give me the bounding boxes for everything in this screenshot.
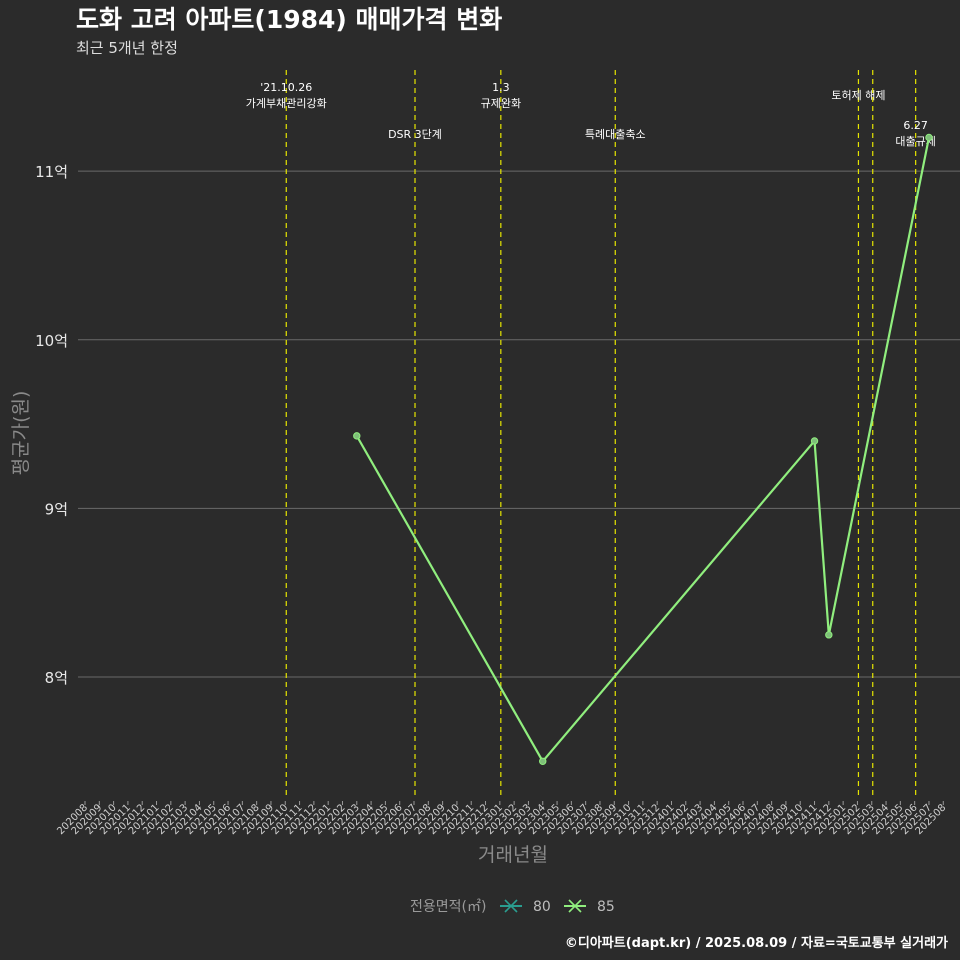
legend: 전용면적(㎡) 80 85 <box>410 899 615 915</box>
y-tick-label: 11억 <box>35 163 68 181</box>
y-gridlines <box>78 170 960 678</box>
legend-title: 전용면적(㎡) <box>410 899 486 915</box>
y-tick-label: 9억 <box>45 500 68 518</box>
data-point <box>539 757 547 765</box>
event-label: '21.10.26 <box>260 81 312 94</box>
chart-title: 도화 고려 아파트(1984) 매매가격 변화 <box>76 5 502 34</box>
event-label: 토허제 해제 <box>831 88 885 102</box>
data-point <box>353 432 361 440</box>
data-point <box>825 631 833 639</box>
event-label: 규제완화 <box>481 97 521 110</box>
x-axis-ticks: 2020082020092020102020112020122021012021… <box>55 801 948 837</box>
event-label: 1.3 <box>492 81 510 94</box>
legend-label: 85 <box>597 899 615 915</box>
y-axis-title: 평균가(원) <box>10 391 32 476</box>
y-tick-label: 8억 <box>45 669 68 687</box>
event-label: 6.27 <box>903 119 928 132</box>
series-line-85 <box>355 137 931 763</box>
data-point <box>925 133 933 142</box>
legend-swatch-cross <box>504 899 518 913</box>
event-label: 가계부채관리강화 <box>246 97 327 110</box>
y-axis-ticks: 8억 9억 10억 11억 <box>35 163 68 687</box>
source-caption: ©디아파트(dapt.kr) / 2025.08.09 / 자료=국토교통부 실… <box>565 935 948 951</box>
x-axis-title: 거래년월 <box>478 844 548 866</box>
data-point <box>810 437 819 445</box>
legend-swatch-cross <box>568 899 582 913</box>
chart-subtitle: 최근 5개년 한정 <box>76 39 178 57</box>
event-label: DSR 3단계 <box>388 128 442 141</box>
y-tick-label: 10억 <box>35 332 68 350</box>
legend-label: 80 <box>533 899 551 915</box>
event-label: 특례대출축소 <box>585 128 646 141</box>
data-series <box>353 133 933 765</box>
